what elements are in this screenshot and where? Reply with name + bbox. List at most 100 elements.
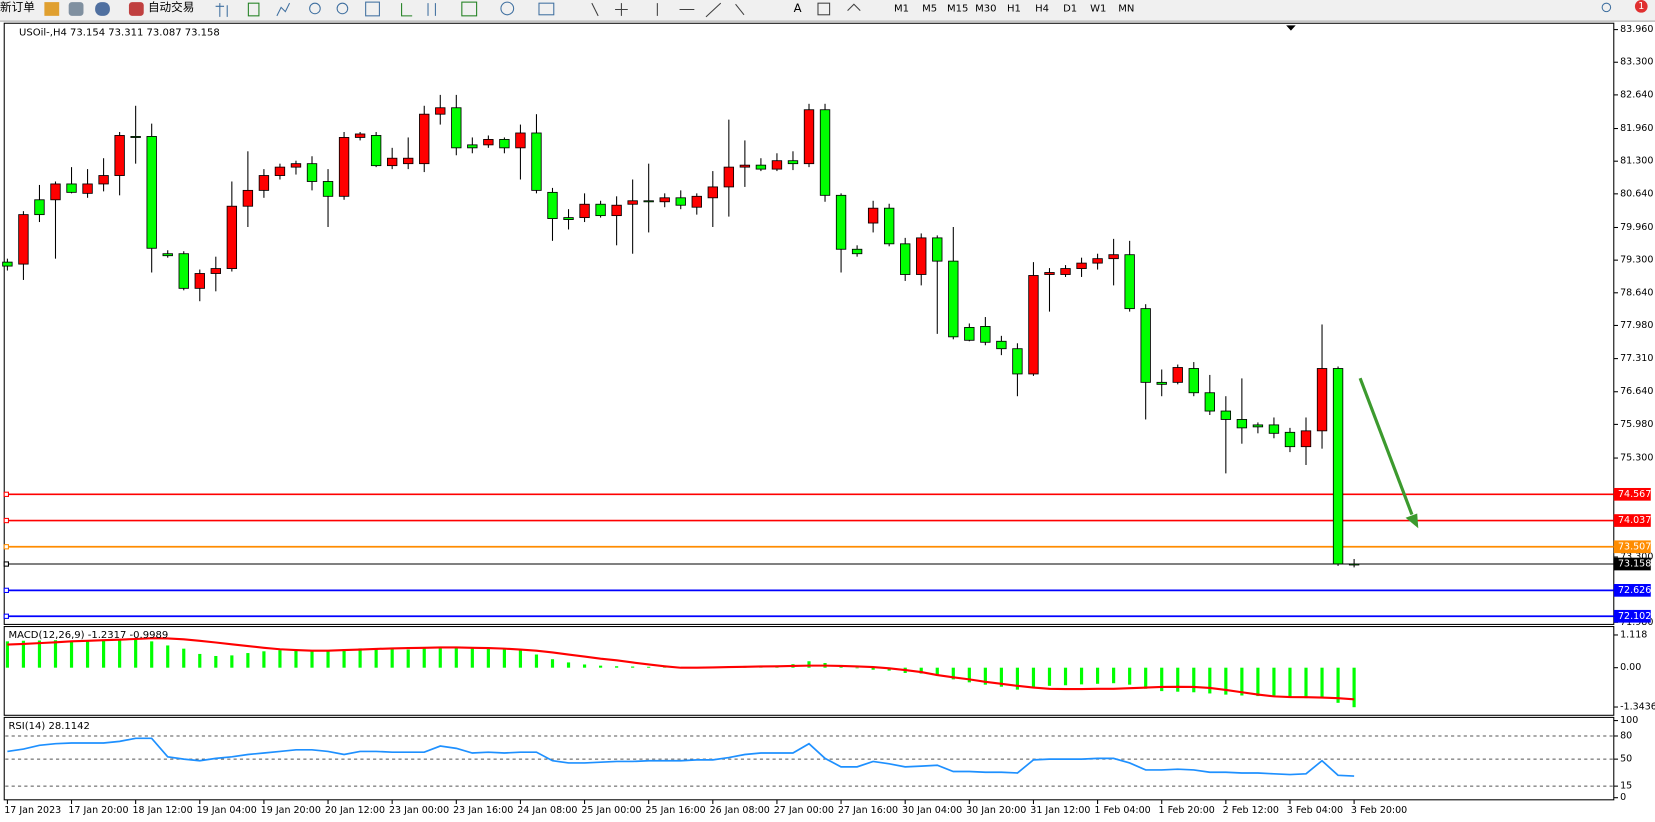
candle-body <box>771 160 783 170</box>
candle-body <box>194 273 205 289</box>
icon[interactable] <box>401 3 413 17</box>
candle-body <box>50 183 61 201</box>
candle-body <box>627 200 638 205</box>
timeframe-button[interactable]: MN <box>1118 3 1134 14</box>
candle-body <box>1140 308 1151 383</box>
icon[interactable] <box>461 1 478 17</box>
macd-panel <box>3 626 1615 716</box>
candle-body <box>258 175 270 191</box>
auto-trading-button[interactable]: 自动交易 <box>148 0 194 14</box>
macd-bar <box>278 650 282 668</box>
macd-bar <box>1144 667 1148 689</box>
macd-bar <box>214 655 218 668</box>
candle-body <box>34 199 45 216</box>
timeframe-bar: M1 M5 M15 M30 H1 H4 D1 W1 MN <box>894 3 1134 14</box>
icon[interactable] <box>276 2 291 17</box>
timeframe-button[interactable]: D1 <box>1063 3 1077 14</box>
candle-body <box>611 204 622 217</box>
macd-bar <box>134 639 138 668</box>
text-tool[interactable]: A <box>794 1 802 15</box>
icon[interactable] <box>95 2 110 16</box>
macd-bar <box>486 648 490 668</box>
macd-bar <box>1095 667 1100 684</box>
icon[interactable] <box>128 2 144 16</box>
icon[interactable] <box>817 2 831 16</box>
candle-body <box>1188 368 1199 394</box>
macd-bar <box>1047 667 1052 686</box>
icon[interactable] <box>336 2 349 15</box>
macd-bar <box>53 640 58 668</box>
candle-body <box>1060 268 1071 275</box>
macd-bar <box>999 667 1003 687</box>
x-tick-label: 1 Feb 20:00 <box>1159 805 1215 816</box>
macd-bar <box>1320 667 1324 697</box>
macd-bar <box>454 647 458 668</box>
macd-bar <box>599 665 603 668</box>
macd-bar <box>230 655 234 668</box>
x-tick-label: 27 Jan 00:00 <box>774 805 834 816</box>
x-tick-label: 31 Jan 12:00 <box>1030 805 1090 816</box>
new-order-button[interactable]: 新订单 <box>0 0 35 14</box>
timeframe-button[interactable]: M1 <box>894 3 909 14</box>
timeframe-button[interactable]: H4 <box>1035 3 1049 14</box>
candle-body <box>82 183 93 194</box>
macd-bar <box>310 650 314 668</box>
icon[interactable] <box>427 3 436 16</box>
icon[interactable] <box>365 1 380 17</box>
x-tick-label: 30 Jan 04:00 <box>902 805 962 816</box>
y-tick-label: 73.300 <box>1620 552 1653 563</box>
icon[interactable] <box>847 3 861 11</box>
icon[interactable] <box>500 1 515 16</box>
macd-bar <box>534 654 539 668</box>
price-label: 73.158 <box>1618 559 1651 570</box>
icon[interactable] <box>44 2 60 16</box>
candle-body <box>707 186 718 199</box>
icon[interactable] <box>538 2 555 16</box>
y-tick-label: 82.640 <box>1620 89 1653 100</box>
candle-body <box>2 261 13 267</box>
candle-body <box>547 191 558 220</box>
notification-badge[interactable] <box>1634 0 1648 13</box>
macd-bar <box>262 651 266 668</box>
y-tick-label: 1.118 <box>1620 629 1647 640</box>
timeframe-button[interactable]: M15 <box>947 3 968 14</box>
macd-bar <box>1192 667 1196 693</box>
timeframe-button[interactable]: M30 <box>975 3 996 14</box>
candle-body <box>370 135 382 167</box>
candle-body <box>948 260 959 338</box>
macd-bar <box>390 648 394 668</box>
icon[interactable] <box>247 2 260 17</box>
line-handle <box>3 517 9 524</box>
y-tick-label: 100 <box>1620 715 1638 726</box>
rsi-line <box>7 737 1355 777</box>
candle-body <box>755 164 767 170</box>
price-label: 74.567 <box>1618 489 1651 500</box>
timeframe-button[interactable]: W1 <box>1090 3 1106 14</box>
macd-bar <box>1128 667 1132 685</box>
icon[interactable] <box>309 2 321 15</box>
macd-bar <box>5 641 9 668</box>
search-icon[interactable] <box>1601 2 1612 13</box>
panel-title: RSI(14) 28.1142 <box>8 721 89 732</box>
price-label-bg <box>1613 540 1651 554</box>
icon[interactable] <box>215 3 228 17</box>
y-tick-label: 83.300 <box>1620 57 1653 68</box>
macd-bar <box>1208 667 1212 694</box>
macd-bar <box>647 666 651 668</box>
candle-body <box>1172 367 1183 383</box>
candle-body <box>435 107 446 115</box>
y-tick-label: 50 <box>1620 754 1632 765</box>
timeframe-button[interactable]: H1 <box>1007 3 1021 14</box>
candle-body <box>675 197 686 206</box>
icon[interactable] <box>68 2 84 16</box>
macd-bar <box>1015 667 1020 690</box>
candle-body <box>900 243 911 275</box>
macd-bar <box>326 650 330 668</box>
macd-bar <box>182 648 186 668</box>
icon[interactable] <box>591 2 745 18</box>
arrow-head <box>1405 513 1419 529</box>
candle-body <box>1236 419 1248 429</box>
timeframe-button[interactable]: M5 <box>922 3 937 14</box>
macd-bar <box>582 664 587 668</box>
candle-body <box>531 132 542 191</box>
